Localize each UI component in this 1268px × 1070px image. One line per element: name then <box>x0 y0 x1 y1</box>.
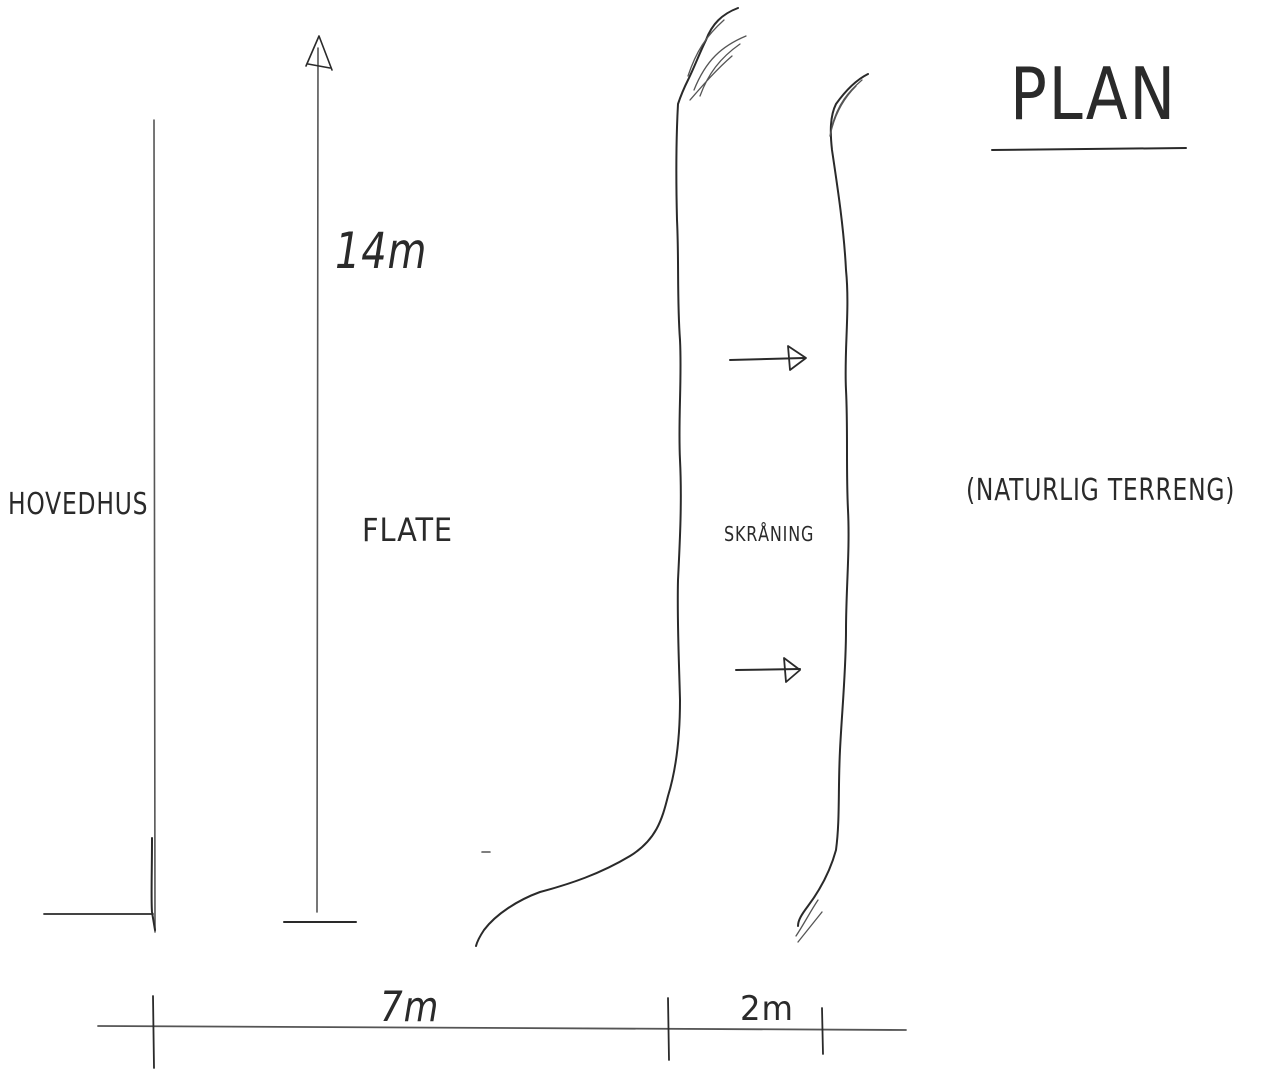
width-tick-middle <box>667 997 670 1061</box>
flat-area-label: FLATE <box>362 511 454 549</box>
width-tick-left <box>152 995 155 1069</box>
main-house-wall-line <box>153 119 156 933</box>
width-dimension-line <box>97 1025 907 1031</box>
slope-bottom-edge <box>797 73 869 927</box>
width-tick-right <box>821 1007 824 1055</box>
length-dimension-label: 14m <box>335 222 428 280</box>
slope-top-hatch <box>687 19 747 101</box>
main-house-label: HOVEDHUS <box>8 487 149 522</box>
slope-top-edge <box>475 7 739 947</box>
title-underline <box>991 147 1187 151</box>
length-arrow-head-icon <box>305 35 333 71</box>
flat-width-label: 7m <box>380 982 440 1031</box>
slope-width-label: 2m <box>740 989 794 1029</box>
slope-label: SKRÅNING <box>724 522 815 546</box>
slope-arrow-2-icon <box>783 657 801 683</box>
length-dimension-line <box>316 47 319 913</box>
main-house-wall-foot <box>150 837 156 931</box>
slope-bottom-hatch <box>795 79 863 943</box>
natural-terrain-label: (NATURLIG TERRENG) <box>966 473 1236 508</box>
page-title: PLAN <box>1010 52 1177 136</box>
slope-arrow-1-icon <box>787 345 807 371</box>
slope-arrow-1-shaft <box>729 357 805 361</box>
slope-arrow-2-shaft <box>735 668 801 671</box>
